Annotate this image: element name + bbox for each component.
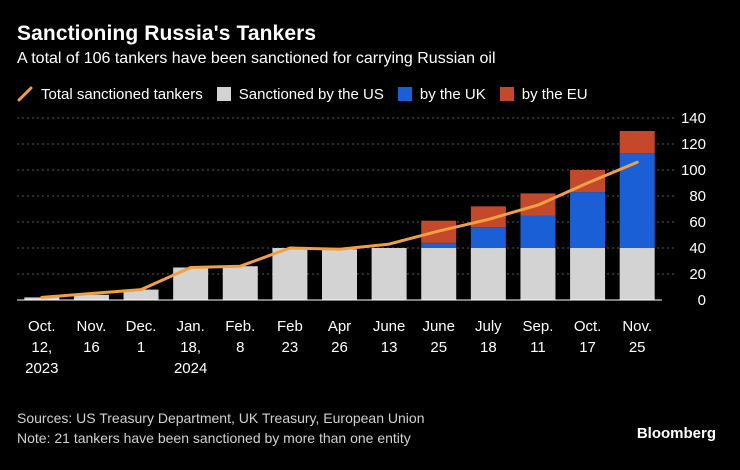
x-tick-label: Feb. 8 (225, 318, 255, 356)
total-line (40, 160, 639, 299)
x-tick-label-line: 23 (282, 339, 299, 356)
legend-label-uk: by the UK (419, 85, 486, 103)
x-tick-label-line: Apr (328, 318, 351, 335)
x-tick-label: Nov. 16 (77, 318, 107, 356)
x-tick-label: Sep. 11 (523, 318, 554, 356)
chart-footer: Sources: US Treasury Department, UK Trea… (17, 408, 424, 448)
bar-uk (421, 242, 457, 248)
x-tick-label-line: 25 (629, 339, 646, 356)
y-tick-label: 40 (689, 240, 706, 257)
bar-us (73, 294, 109, 300)
x-tick-label-line: 13 (381, 339, 398, 356)
x-tick-label-line: 18, (180, 339, 201, 356)
bloomberg-logo: Bloomberg (636, 425, 716, 442)
x-tick-label-line: Dec. (126, 318, 157, 335)
x-tick-label-line: June (422, 318, 455, 335)
x-tick-label: Nov. 25 (622, 318, 652, 356)
x-tick-label-line: Feb. (225, 318, 255, 335)
chart-subtitle: A total of 106 tankers have been sanctio… (17, 50, 496, 67)
x-tick-label-line: Nov. (77, 318, 107, 335)
x-tick-label: July 18 (475, 318, 502, 356)
x-tick-label-line: 25 (430, 339, 447, 356)
x-tick-label-line: 2023 (25, 360, 58, 377)
legend-label-eu: by the EU (521, 85, 588, 103)
x-tick-label: Oct. 17 (574, 318, 602, 356)
x-tick-label-line: June (373, 318, 406, 335)
x-tick-label-line: Sep. (523, 318, 554, 335)
x-tick-label: Apr 26 (328, 318, 351, 356)
y-tick-label: 80 (689, 188, 706, 205)
bar-eu (619, 131, 655, 154)
x-tick-label: Oct. 12, 2023 (25, 318, 58, 377)
bar-uk (619, 153, 655, 248)
y-tick-label: 100 (681, 162, 706, 179)
bar-us (570, 248, 606, 300)
chart-title: Sanctioning Russia's Tankers (17, 22, 317, 45)
legend-label-us: Sanctioned by the US (238, 85, 384, 103)
y-tick-label: 120 (681, 136, 706, 153)
x-tick-label-line: 18 (480, 339, 497, 356)
legend-swatch-uk (397, 87, 412, 101)
x-tick-label-line: 26 (331, 339, 348, 356)
legend-swatch-eu (499, 87, 514, 101)
x-tick-label-line: 17 (579, 339, 596, 356)
bar-us (619, 248, 655, 300)
bar-uk (470, 227, 506, 248)
y-tick-label: 60 (689, 214, 706, 231)
bar-uk (570, 192, 606, 248)
x-tick-label: Jan. 18, 2024 (174, 318, 207, 377)
x-tick-label-line: Jan. (176, 318, 204, 335)
x-tick-label-line: July (475, 318, 502, 335)
x-tick-label: June 25 (422, 318, 455, 356)
bar-us (470, 248, 506, 300)
bar-us (123, 289, 159, 300)
bar-us (222, 266, 258, 300)
legend-item-us: Sanctioned by the US (216, 85, 384, 103)
x-tick-label: June 13 (373, 318, 406, 356)
legend-line-icon (17, 86, 33, 102)
x-tick-label-line: 2024 (174, 360, 207, 377)
legend-label-total: Total sanctioned tankers (41, 85, 203, 103)
legend-item-eu: by the EU (499, 85, 588, 103)
x-tick-label-line: Nov. (622, 318, 652, 335)
x-tick-label: Feb 23 (277, 318, 303, 356)
y-tick-label: 0 (698, 292, 706, 309)
sources-text: Sources: US Treasury Department, UK Trea… (17, 410, 425, 426)
bar-us (272, 248, 308, 300)
x-tick-label-line: 8 (236, 339, 244, 356)
y-tick-label: 140 (681, 110, 706, 127)
bar-us (371, 248, 407, 300)
legend-item-total: Total sanctioned tankers (17, 86, 203, 103)
x-tick-label-line: Oct. (574, 318, 602, 335)
bar-us (520, 248, 556, 300)
bar-us (322, 249, 357, 300)
y-tick-label: 20 (689, 266, 706, 283)
x-tick-label-line: 11 (530, 339, 546, 356)
x-tick-label-line: 12, (31, 339, 52, 356)
x-tick-label-line: 16 (83, 339, 100, 356)
x-tick-label-line: 1 (137, 339, 145, 356)
x-tick-label: Dec. 1 (126, 318, 157, 356)
legend-swatch-us (216, 87, 231, 101)
bar-uk (520, 215, 556, 248)
legend-item-uk: by the UK (397, 85, 486, 103)
legend: Total sanctioned tankers Sanctioned by t… (17, 83, 602, 105)
x-tick-label-line: Oct. (28, 318, 56, 335)
note-text: Note: 21 tankers have been sanctioned by… (17, 430, 411, 446)
x-tick-label-line: Feb (277, 318, 303, 335)
bar-us (421, 248, 457, 300)
